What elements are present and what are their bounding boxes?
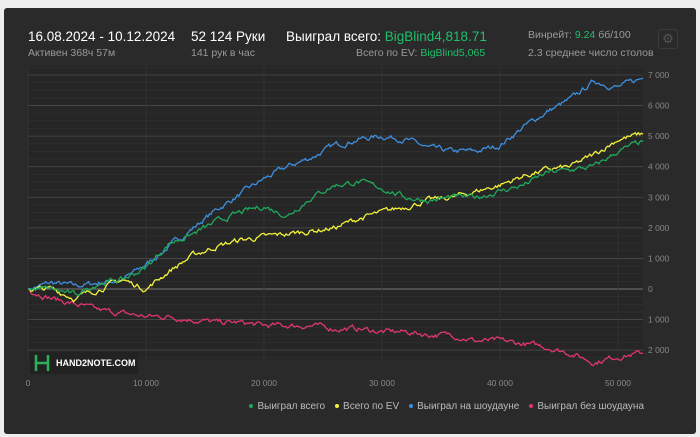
legend-label: Выиграл всего [257, 401, 326, 412]
y-tick-label: 0 [648, 284, 653, 294]
y-tick-label: 3 000 [648, 192, 670, 202]
winrate-label: Винрейт: [528, 29, 572, 41]
ev-value: BigBlind5,065 [420, 47, 486, 59]
x-tick-label: 50 000 [605, 378, 631, 388]
winrate: Винрейт: 9.24 бб/100 [528, 29, 631, 41]
legend-label: Выиграл на шоудауне [417, 401, 520, 412]
won-value: BigBlind4,818.71 [384, 29, 487, 44]
hands-count: 52 124 Руки [191, 29, 266, 44]
legend-dot-icon [249, 404, 254, 409]
x-tick-label: 30 000 [369, 378, 395, 388]
x-tick-label: 0 [26, 378, 31, 388]
y-tick-label: 6 000 [648, 101, 670, 111]
series-line-Всего по EV [28, 131, 644, 303]
date-range: 16.08.2024 - 10.12.2024 [28, 29, 176, 44]
x-tick-label: 20 000 [251, 378, 277, 388]
y-tick-label: 2 000 [648, 223, 670, 233]
y-tick-label: 7 000 [648, 70, 670, 80]
hands-per-hour: 141 рук в час [191, 47, 255, 59]
winrate-unit: бб/100 [598, 29, 631, 41]
active-time: Активен 368ч 57м [28, 47, 116, 59]
chart-legend: Выиграл всего Всего по EV Выиграл на шоуда… [249, 401, 644, 412]
series-line-Выиграл без шоудауна [27, 288, 644, 367]
ev-label: Всего по EV: [356, 47, 418, 59]
y-tick-label: 1 000 [648, 315, 670, 325]
y-tick-label: 2 000 [648, 345, 670, 355]
avg-tables: 2.3 среднее число столов [528, 47, 654, 59]
settings-gear-icon[interactable]: ⚙ [658, 29, 678, 49]
ev-total: Всего по EV: BigBlind5,065 [356, 47, 485, 59]
winrate-value: 9.24 [574, 29, 596, 41]
legend-item[interactable]: Всего по EV [335, 401, 399, 412]
logo-h-icon [34, 355, 50, 371]
y-tick-label: 5 000 [648, 131, 670, 141]
legend-item[interactable]: Выиграл без шоудауна [529, 401, 644, 412]
won-label: Выиграл всего: [286, 29, 381, 44]
y-tick-label: 1 000 [648, 253, 670, 263]
legend-item[interactable]: Выиграл всего [249, 401, 325, 412]
logo-text: HAND2NOTE.COM [56, 358, 136, 368]
legend-dot-icon [335, 404, 340, 409]
x-tick-label: 40 000 [487, 378, 513, 388]
legend-label: Выиграл без шоудауна [537, 401, 644, 412]
y-tick-label: 4 000 [648, 162, 670, 172]
legend-dot-icon [529, 404, 534, 409]
legend-label: Всего по EV [343, 401, 400, 412]
legend-item[interactable]: Выиграл на шоудауне [409, 401, 519, 412]
legend-dot-icon [409, 404, 414, 409]
hand2note-logo: HAND2NOTE.COM [30, 352, 138, 374]
series-line-Выиграл всего [28, 139, 644, 297]
won-total: Выиграл всего: BigBlind4,818.71 [286, 29, 487, 44]
x-tick-label: 10 000 [133, 378, 159, 388]
series-line-Выиграл на шоудауне [27, 77, 644, 291]
